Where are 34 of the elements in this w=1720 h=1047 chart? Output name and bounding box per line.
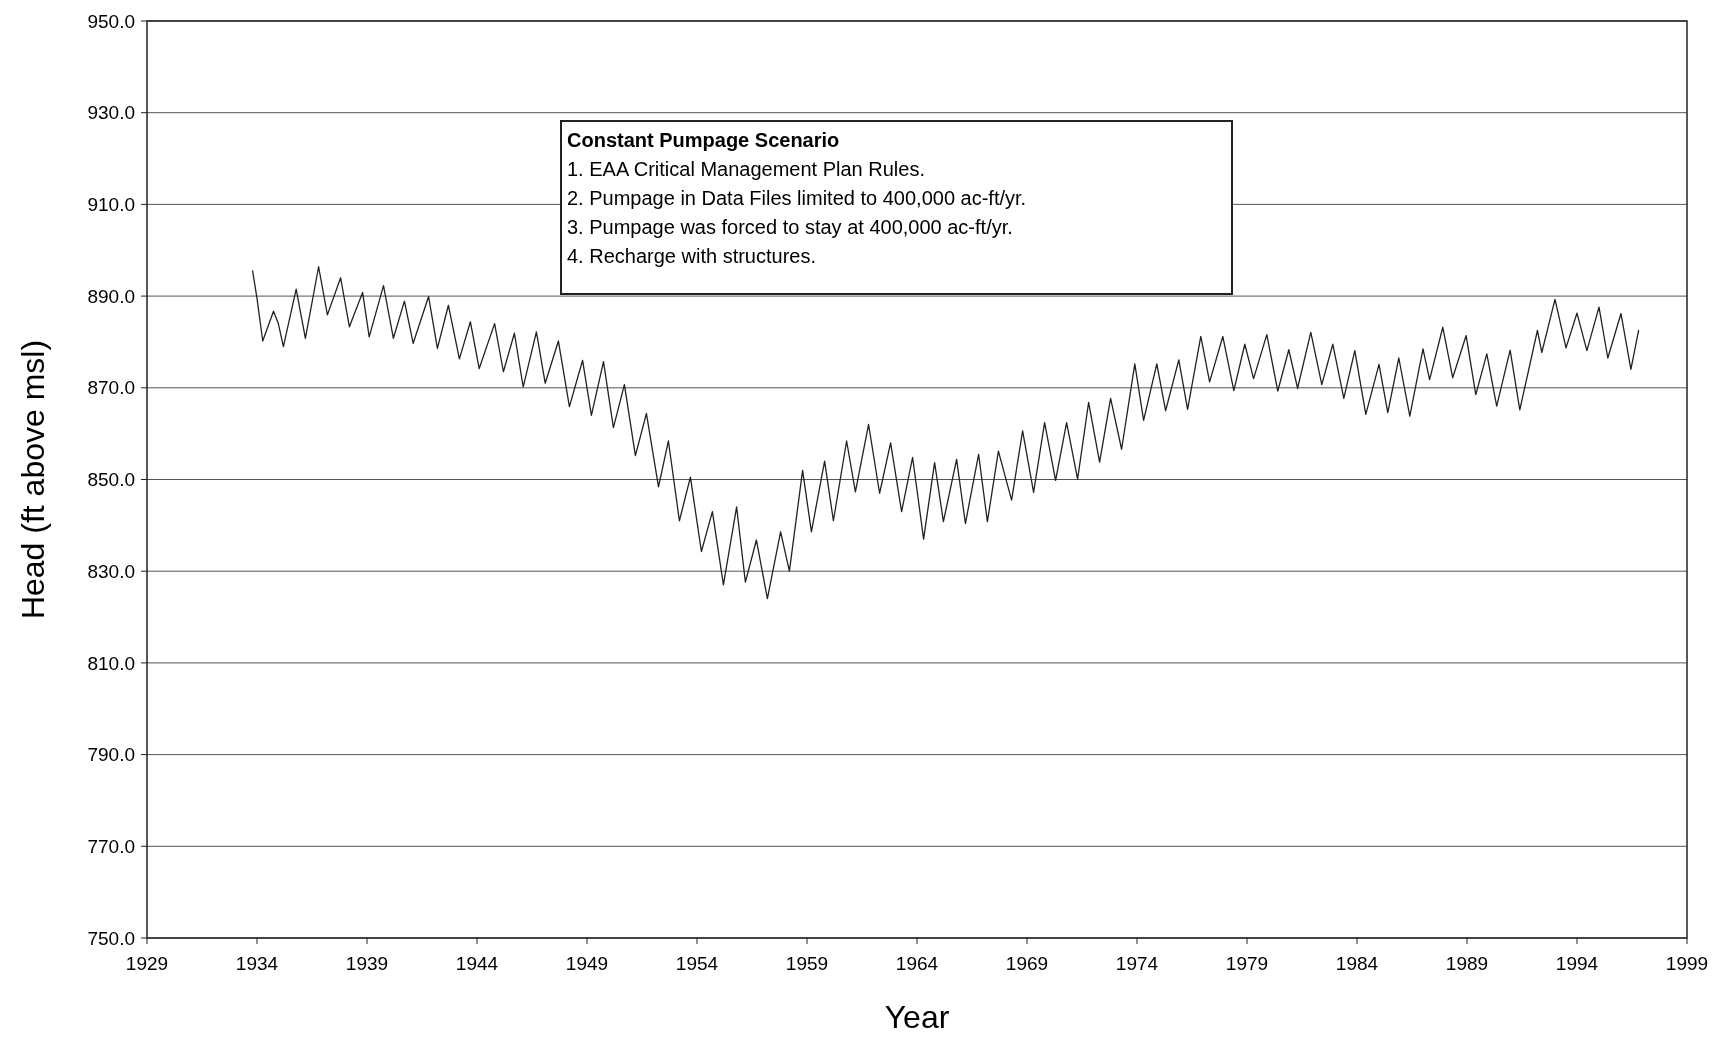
annotation: 4. Recharge with structures. bbox=[567, 245, 816, 267]
y-tick-label: 770.0 bbox=[87, 835, 135, 857]
x-tick-label: 1969 bbox=[1005, 953, 1049, 974]
x-tick-label: 1999 bbox=[1665, 953, 1709, 974]
y-tick-label: 810.0 bbox=[87, 652, 135, 674]
annotation: 1. EAA Critical Management Plan Rules. bbox=[567, 158, 925, 180]
y-tick-label: 910.0 bbox=[87, 194, 135, 216]
x-tick-label: 1964 bbox=[895, 953, 939, 974]
y-tick-label: 950.0 bbox=[87, 10, 135, 32]
line-series bbox=[251, 266, 1640, 600]
y-tick-label: 890.0 bbox=[87, 285, 135, 307]
x-tick-label: 1954 bbox=[675, 953, 719, 974]
y-tick-label: 850.0 bbox=[87, 469, 135, 491]
x-tick-label: 1989 bbox=[1445, 953, 1489, 974]
y-tick-label: 830.0 bbox=[87, 560, 135, 582]
x-axis-title: Year bbox=[884, 999, 950, 1035]
annotation: 2. Pumpage in Data Files limited to 400,000 ac-ft/yr. bbox=[567, 187, 1027, 209]
y-tick-label: 870.0 bbox=[87, 377, 135, 399]
y-tick-label: 790.0 bbox=[87, 744, 135, 766]
y-tick-label: 750.0 bbox=[87, 927, 135, 949]
x-tick-label: 1994 bbox=[1555, 953, 1599, 974]
y-axis-title: Head (ft above msl) bbox=[15, 339, 51, 620]
x-tick-label: 1959 bbox=[785, 953, 829, 974]
x-tick-label: 1929 bbox=[125, 953, 169, 974]
annotation: 3. Pumpage was forced to stay at 400,000 ac-ft/yr. bbox=[567, 216, 1013, 238]
x-tick-label: 1949 bbox=[565, 953, 609, 974]
x-tick-label: 1984 bbox=[1335, 953, 1379, 974]
x-tick-label: 1934 bbox=[235, 953, 279, 974]
x-tick-label: 1944 bbox=[455, 953, 499, 974]
x-tick-label: 1974 bbox=[1115, 953, 1159, 974]
x-tick-label: 1939 bbox=[345, 953, 389, 974]
y-tick-label: 930.0 bbox=[87, 102, 135, 124]
annotation: Constant Pumpage Scenario bbox=[567, 129, 840, 151]
x-tick-label: 1979 bbox=[1225, 953, 1269, 974]
